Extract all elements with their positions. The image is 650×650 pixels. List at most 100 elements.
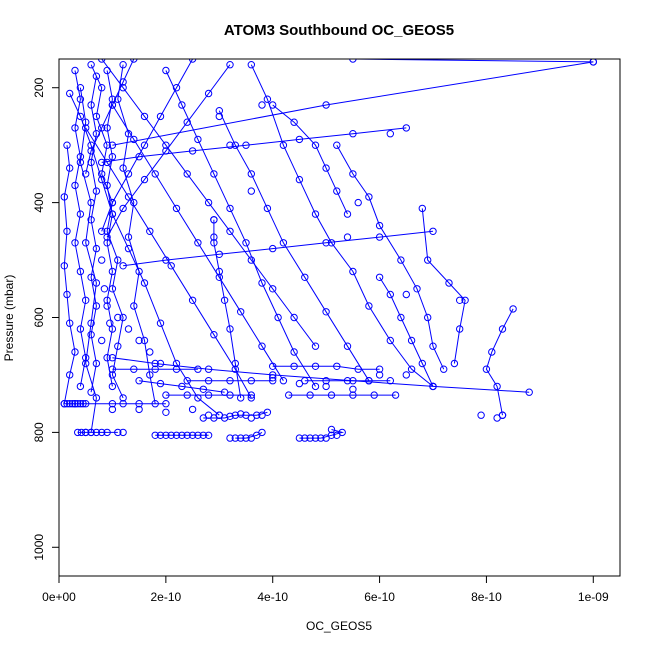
data-point: [194, 239, 202, 247]
data-point: [424, 313, 432, 322]
data-point: [119, 204, 127, 213]
data-point: [493, 414, 501, 422]
data-point: [429, 382, 437, 391]
data-point: [151, 170, 159, 178]
data-point: [76, 210, 85, 218]
series-line: [218, 110, 370, 381]
data-point: [130, 135, 138, 144]
data-point: [295, 379, 304, 388]
data-point: [258, 428, 266, 437]
data-point: [226, 227, 234, 236]
data-point: [108, 371, 117, 379]
data-point: [215, 267, 224, 276]
data-point: [106, 319, 114, 327]
data-point: [183, 118, 191, 126]
data-point: [226, 325, 234, 333]
data-point: [66, 164, 74, 172]
data-point: [327, 425, 336, 434]
data-point: [322, 377, 330, 385]
data-point: [210, 239, 218, 247]
data-point: [215, 107, 224, 115]
data-point: [231, 411, 240, 419]
data-point: [418, 359, 426, 368]
data-point: [98, 59, 106, 63]
data-point: [290, 348, 298, 356]
x-tick-label: 4e-10: [257, 590, 288, 604]
data-point: [269, 362, 277, 370]
data-point: [247, 187, 256, 195]
data-point: [386, 130, 394, 138]
data-point: [456, 325, 464, 333]
data-point: [162, 391, 170, 399]
data-point: [226, 434, 234, 442]
data-point: [263, 95, 272, 103]
series-line: [112, 357, 530, 393]
series-line: [139, 380, 225, 393]
data-point: [124, 325, 133, 333]
data-point: [162, 256, 170, 264]
data-point: [290, 118, 298, 126]
data-point: [87, 147, 95, 155]
series-line: [336, 144, 445, 370]
data-point: [365, 193, 373, 201]
data-point: [63, 141, 71, 149]
data-point: [375, 221, 384, 230]
data-point: [87, 273, 95, 281]
data-point: [370, 391, 378, 399]
data-point: [156, 379, 165, 388]
data-point: [77, 428, 86, 437]
data-point: [63, 227, 71, 236]
data-point: [450, 359, 459, 368]
data-point: [279, 141, 288, 149]
data-point: [114, 256, 122, 264]
data-point: [92, 130, 101, 138]
data-point: [92, 279, 101, 287]
data-point: [103, 124, 111, 132]
data-point: [135, 400, 143, 408]
data-point: [108, 210, 117, 218]
x-axis-label: OC_GEOS5: [306, 619, 372, 633]
data-point: [589, 59, 597, 66]
data-point: [333, 187, 341, 195]
data-point: [354, 198, 362, 207]
data-point: [231, 141, 240, 149]
data-point: [210, 331, 218, 339]
data-point: [87, 216, 95, 224]
data-point: [146, 348, 154, 356]
x-axis: 0e+00 2e-10 4e-10 6e-10 8e-10 1e-09: [42, 575, 609, 604]
data-point: [237, 434, 245, 442]
data-point: [87, 388, 95, 396]
data-point: [365, 377, 373, 385]
data-point: [220, 388, 229, 396]
data-point: [237, 410, 245, 418]
data-point: [135, 153, 143, 161]
data-point: [71, 348, 79, 356]
data-point: [317, 434, 325, 442]
data-point: [119, 78, 127, 86]
data-point: [279, 377, 288, 385]
data-point: [156, 431, 165, 439]
data-point: [60, 193, 69, 201]
data-point: [98, 256, 106, 264]
data-point: [178, 431, 186, 439]
data-point: [322, 434, 330, 442]
data-point: [322, 164, 330, 172]
data-point: [98, 84, 106, 92]
data-point: [74, 428, 82, 437]
data-point: [349, 170, 357, 178]
data-point: [79, 400, 87, 408]
data-point: [290, 362, 298, 370]
data-point: [103, 66, 111, 75]
data-point: [365, 302, 373, 310]
series-line: [421, 208, 466, 364]
data-point: [188, 59, 197, 63]
data-point: [172, 365, 181, 373]
data-point: [488, 348, 496, 356]
data-point: [199, 431, 208, 439]
series-line: [165, 70, 316, 387]
data-point: [188, 405, 197, 414]
series-line: [203, 411, 268, 419]
data-point: [74, 400, 82, 408]
data-point: [108, 400, 117, 408]
data-point: [60, 400, 69, 408]
